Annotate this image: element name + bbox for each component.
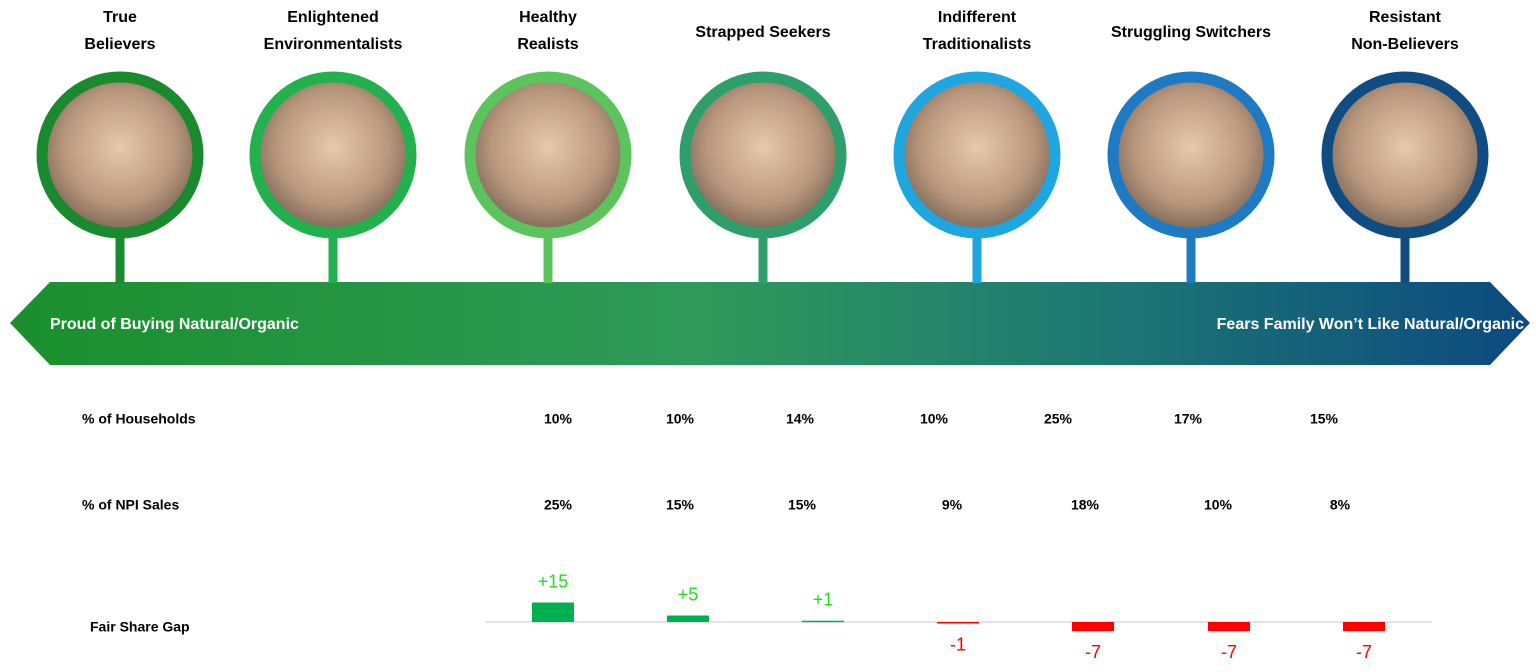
row-value: 10%	[920, 411, 949, 427]
row-value: 10%	[544, 411, 573, 427]
gap-bar	[802, 621, 844, 623]
row-label: % of Households	[82, 411, 196, 427]
row-value: 14%	[786, 411, 815, 427]
gap-bar	[532, 603, 574, 623]
gap-label: Fair Share Gap	[90, 619, 190, 635]
gap-bar	[1072, 622, 1114, 631]
infographic: Proud of Buying Natural/Organic Fears Fa…	[0, 0, 1536, 672]
row-value: 18%	[1071, 497, 1100, 513]
segment-title: Enlightened	[287, 9, 379, 26]
gap-value-label: -7	[1356, 642, 1372, 662]
segment-photo	[470, 77, 626, 233]
segment-photo	[42, 77, 198, 233]
row-value: 17%	[1174, 411, 1203, 427]
segment-title: Strapped Seekers	[695, 24, 830, 41]
segment-photo	[1327, 77, 1483, 233]
segment-title: Resistant	[1369, 9, 1442, 26]
gap-bar	[937, 622, 979, 624]
segment-photo	[685, 77, 841, 233]
segment-photo	[255, 77, 411, 233]
segment-title: Healthy	[519, 9, 577, 26]
segment-title: True	[103, 9, 137, 26]
segment-photo	[1113, 77, 1269, 233]
gap-bar	[1208, 622, 1250, 631]
segment-title: Non-Believers	[1351, 36, 1459, 53]
segment-title: Traditionalists	[923, 36, 1032, 53]
segment-title: Struggling Switchers	[1111, 24, 1271, 41]
segment-title: Environmentalists	[264, 36, 403, 53]
row-value: 25%	[544, 497, 573, 513]
row-value: 15%	[788, 497, 817, 513]
row-value: 10%	[666, 411, 695, 427]
segment-title: Realists	[517, 36, 578, 53]
row-value: 15%	[666, 497, 695, 513]
gap-value-label: -7	[1221, 642, 1237, 662]
arrow-left-label: Proud of Buying Natural/Organic	[50, 316, 299, 333]
gap-value-label: +1	[813, 589, 834, 609]
row-value: 15%	[1310, 411, 1339, 427]
row-value: 25%	[1044, 411, 1073, 427]
gap-value-label: -7	[1085, 642, 1101, 662]
segment-photo	[899, 77, 1055, 233]
row-value: 8%	[1330, 497, 1351, 513]
row-value: 10%	[1204, 497, 1233, 513]
gap-value-label: -1	[950, 634, 966, 654]
arrow-right-label: Fears Family Won’t Like Natural/Organic	[1217, 316, 1524, 333]
row-value: 9%	[942, 497, 963, 513]
gap-bar	[667, 616, 709, 623]
gap-bar	[1343, 622, 1385, 631]
row-label: % of NPI Sales	[82, 497, 179, 513]
segment-title: Believers	[84, 36, 155, 53]
gap-value-label: +15	[538, 571, 569, 591]
page: Proud of Buying Natural/Organic Fears Fa…	[0, 0, 1536, 672]
gap-value-label: +5	[678, 584, 699, 604]
segment-title: Indifferent	[938, 9, 1017, 26]
